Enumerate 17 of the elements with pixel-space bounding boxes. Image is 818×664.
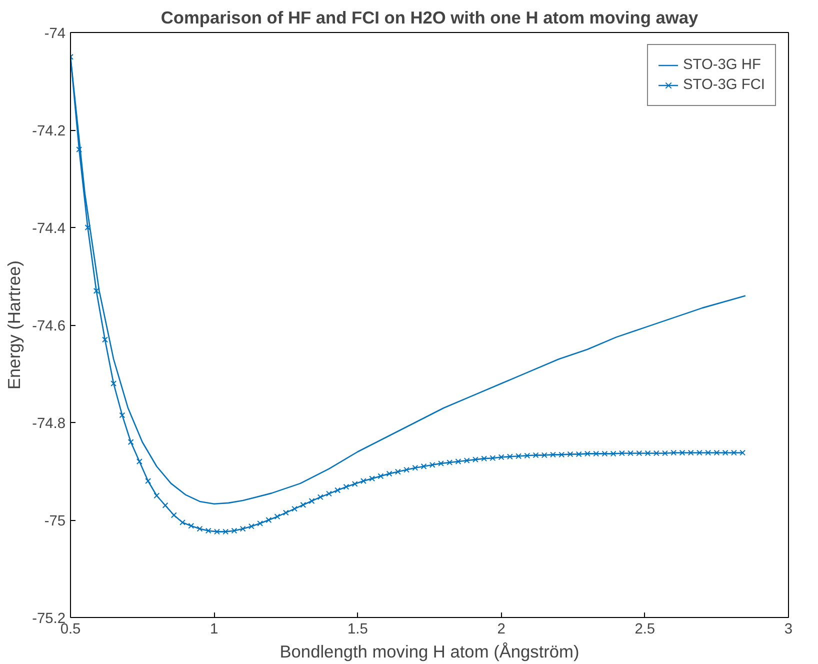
legend-label: STO-3G FCI [683,77,765,93]
y-tick-label: -75 [44,514,66,530]
y-axis-title: Energy (Hartree) [4,260,24,390]
x-tick-label: 1 [210,622,218,638]
x-tick-label: 1.5 [348,622,368,638]
y-tick-label: -74.6 [32,318,66,334]
y-tick-label: -74.2 [32,124,66,140]
chart-title: Comparison of HF and FCI on H2O with one H atom moving away [160,8,698,28]
y-tick-label: -74.4 [32,221,66,237]
x-tick-label: 2.5 [634,622,656,638]
x-tick-label: 0.5 [60,622,81,638]
x-tick-label: 2 [497,622,506,638]
legend-label: STO-3G HF [683,57,761,73]
x-axis-title: Bondlength moving H atom (Ångström) [280,642,580,662]
x-tick-label: 3 [784,622,793,638]
y-tick-label: -74 [44,26,66,42]
y-tick-label: -74.8 [32,416,66,432]
